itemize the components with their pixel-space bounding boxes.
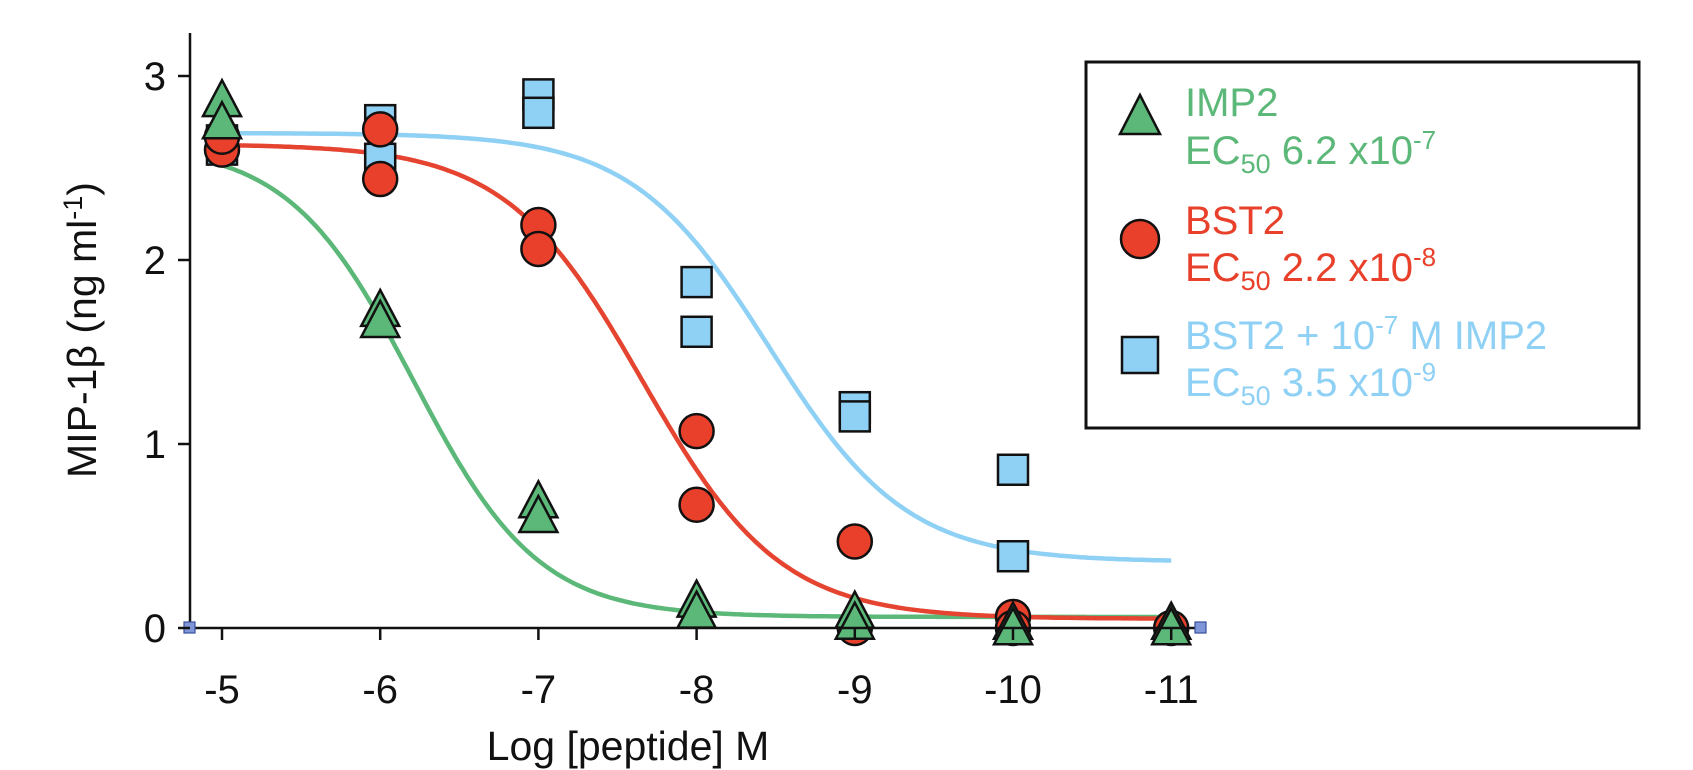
data-point-square xyxy=(996,453,1030,487)
x-tick-label: -8 xyxy=(679,668,715,712)
data-point-triangle xyxy=(200,99,244,140)
legend-square-marker xyxy=(1120,335,1160,375)
y-tick-label: 3 xyxy=(144,55,166,99)
data-point-square xyxy=(680,315,713,349)
data-point-circle xyxy=(678,412,715,450)
x-tick-label: -7 xyxy=(521,668,557,712)
legend-item-bst2-name: BST2 xyxy=(1185,199,1285,243)
data-point-square xyxy=(680,265,713,299)
y-ticks: 0 1 2 3 xyxy=(144,55,190,651)
x-tick-label: -10 xyxy=(984,668,1042,712)
legend-box xyxy=(1084,60,1641,430)
data-point-triangle xyxy=(991,605,1035,646)
data-point-circle xyxy=(678,486,715,523)
y-axis-title-exp: -1 xyxy=(58,196,88,220)
x-tick-label: -5 xyxy=(204,668,240,712)
data-point-square xyxy=(522,96,555,130)
data-point-square xyxy=(838,400,872,433)
y-axis-title-main: MIP-1β (ng ml xyxy=(59,220,105,478)
legend-item-imp2-ec50: EC50 6.2 x10-7 xyxy=(1185,125,1436,179)
legend-item-bst2-imp2-name: BST2 + 10-7 M IMP2 xyxy=(1185,310,1547,358)
x-tick-label: -11 xyxy=(1144,668,1199,712)
data-point-triangle xyxy=(359,298,402,339)
y-axis-title-close: ) xyxy=(59,182,105,196)
legend: IMP2 EC50 6.2 x10-7 BST2 EC50 2.2 x10-8 … xyxy=(1084,60,1641,430)
legend-item-imp2-name: IMP2 xyxy=(1185,81,1278,125)
data-point-triangle xyxy=(517,493,560,534)
legend-item-bst2-ec50: EC50 2.2 x10-8 xyxy=(1185,242,1436,296)
x-ticks: -5 -6 -7 -8 -9 -10 -11 xyxy=(204,628,1199,712)
legend-item-bst2-imp2-ec50: EC50 3.5 x10-9 xyxy=(1185,357,1436,411)
y-tick-label: 1 xyxy=(144,423,166,467)
data-points xyxy=(200,77,1193,647)
y-tick-label: 2 xyxy=(144,239,166,283)
data-point-circle xyxy=(520,230,557,268)
x-tick-label: -9 xyxy=(837,668,873,712)
data-point-circle xyxy=(836,523,874,560)
data-point-triangle xyxy=(1150,605,1193,646)
axis-end-marker-right xyxy=(1194,621,1207,634)
y-tick-label: 0 xyxy=(144,607,166,651)
legend-triangle-marker xyxy=(1117,92,1163,136)
x-axis-title: Log [peptide] M xyxy=(487,723,770,769)
x-tick-label: -6 xyxy=(362,668,398,712)
legend-circle-marker xyxy=(1119,218,1161,260)
data-point-circle xyxy=(361,160,399,198)
y-axis-title: MIP-1β (ng ml-1) xyxy=(58,182,105,478)
data-point-circle xyxy=(361,111,399,148)
data-point-square xyxy=(996,539,1030,573)
